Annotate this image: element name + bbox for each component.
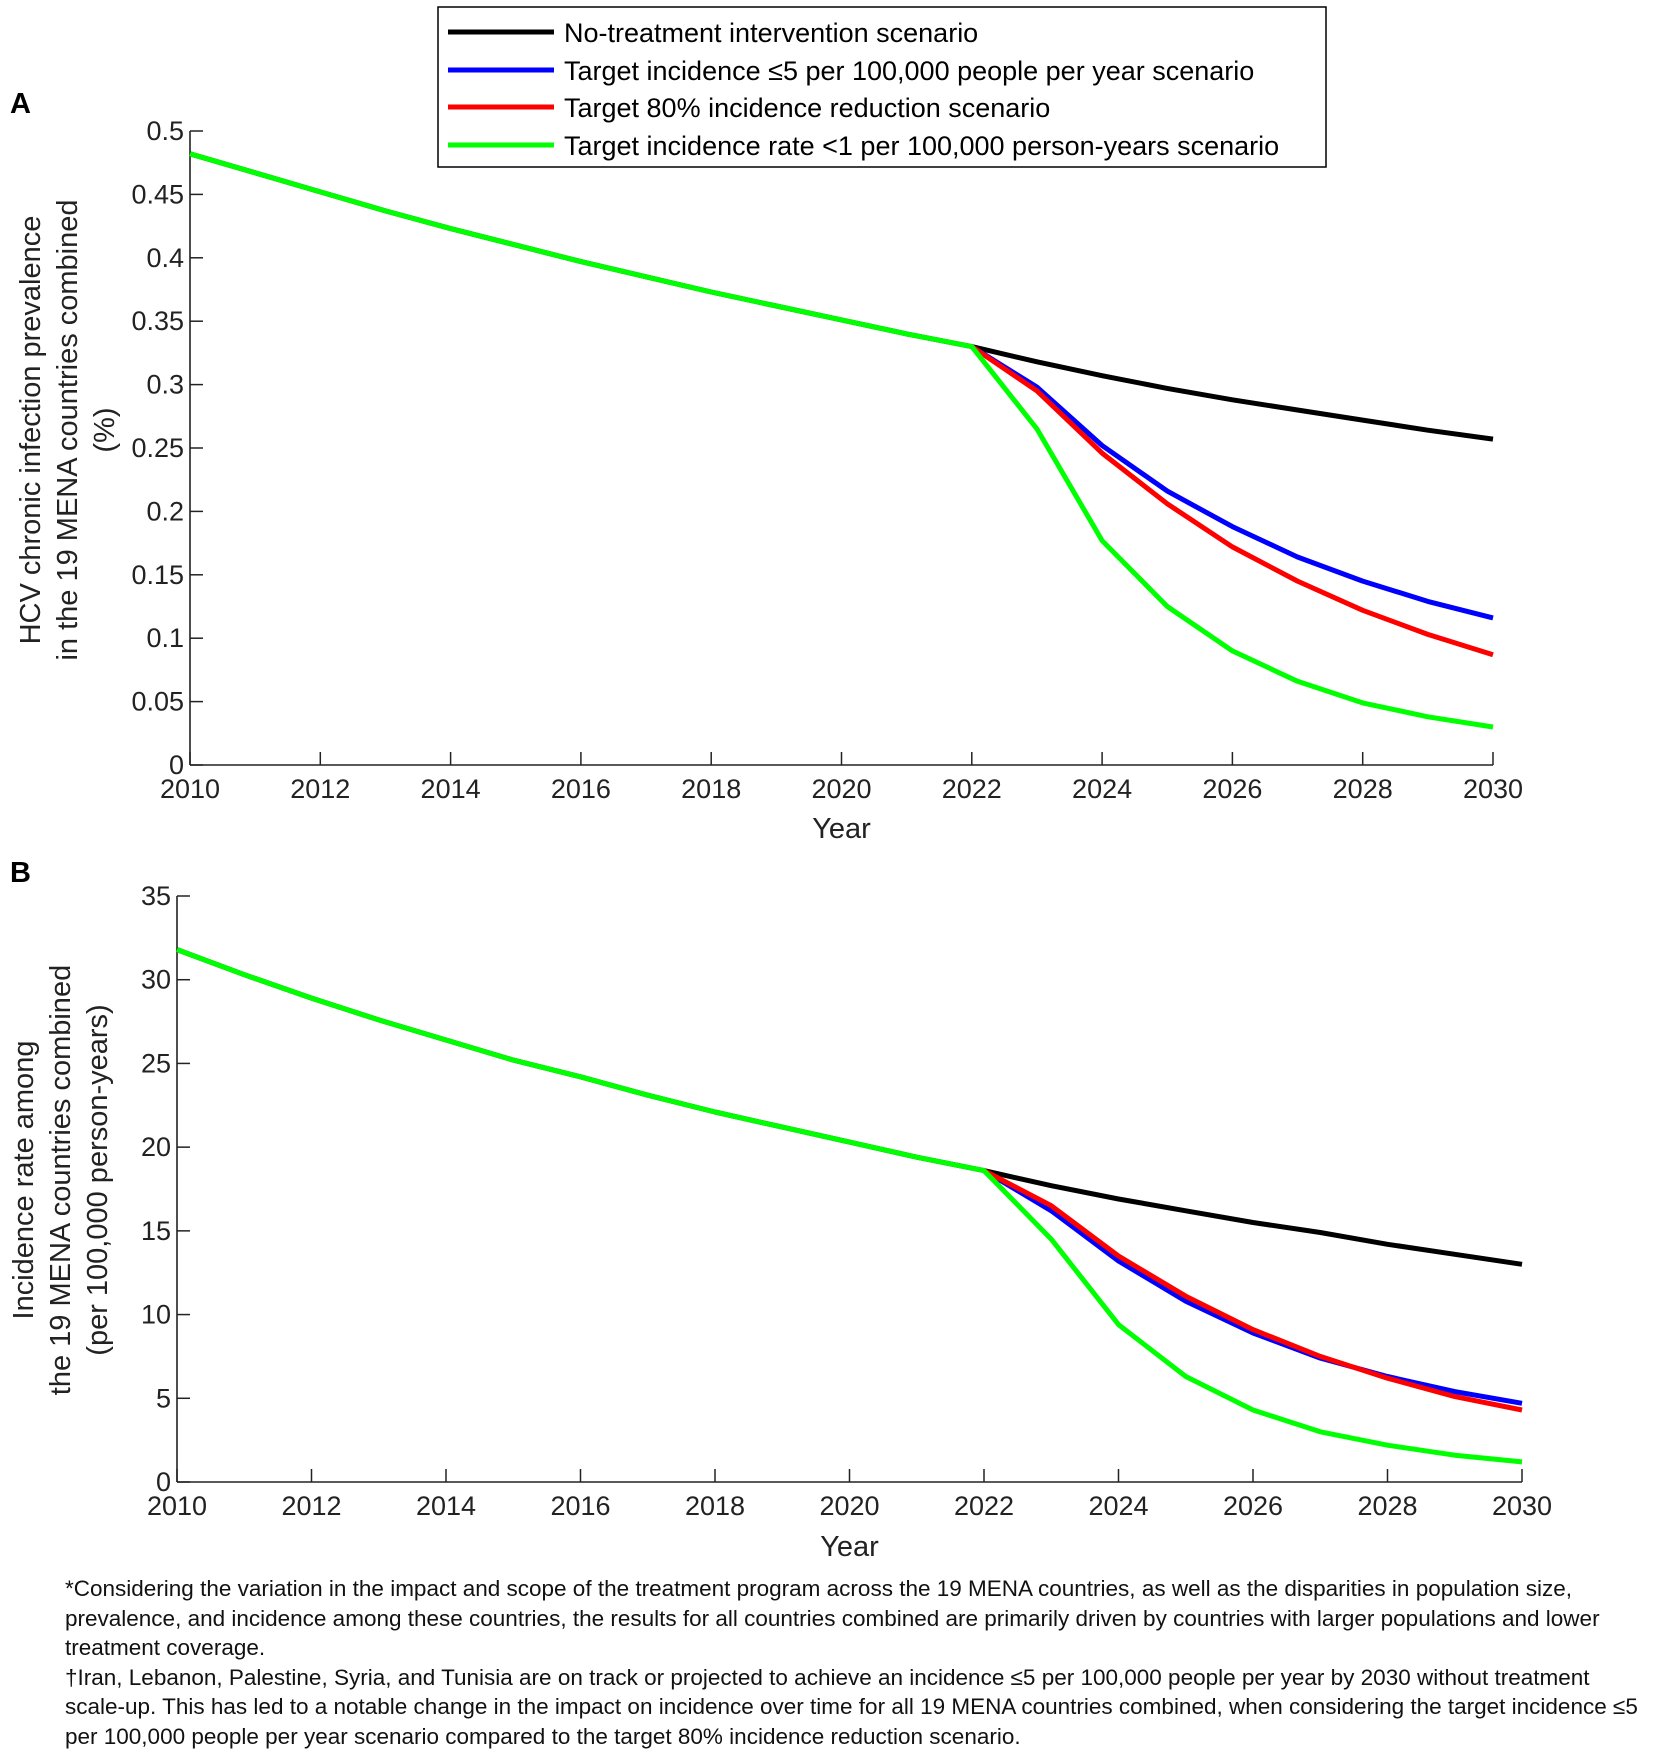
legend-label-target-1: Target incidence rate <1 per 100,000 per… (564, 131, 1279, 161)
series-line-a-target-80-incidence-reduction-scenario (970, 344, 1494, 658)
legend-label-no-treatment: No-treatment intervention scenario (564, 18, 978, 48)
y-tick-label-b-5: 5 (156, 1383, 171, 1413)
y-tick-label-b-30: 30 (141, 965, 171, 995)
x-tick-label-a-2014: 2014 (421, 774, 481, 804)
x-tick-label-a-2012: 2012 (290, 774, 350, 804)
y-tick-label-a-0-45: 0.45 (131, 179, 184, 209)
x-tick-label-a-2016: 2016 (551, 774, 611, 804)
y-tick-label-a-0-5: 0.5 (146, 116, 184, 146)
y-tick-label-b-20: 20 (141, 1132, 171, 1162)
y-tick-label-a-0-3: 0.3 (146, 370, 184, 400)
y-tick-label-a-0-4: 0.4 (146, 243, 184, 273)
x-tick-label-a-2022: 2022 (942, 774, 1002, 804)
series-line-a-target-incidence-5-per-100-000-people-per-year-scenario (970, 344, 1494, 621)
legend-label-target-5: Target incidence ≤5 per 100,000 people p… (564, 56, 1254, 86)
footnote-dagger: †Iran, Lebanon, Palestine, Syria, and Tu… (65, 1664, 1638, 1749)
legend: No-treatment intervention scenario Targe… (437, 6, 1327, 168)
y-tick-label-b-35: 35 (141, 881, 171, 911)
x-tick-label-b-2026: 2026 (1223, 1491, 1283, 1521)
x-tick-label-b-2012: 2012 (281, 1491, 341, 1521)
y-tick-label-a-0-25: 0.25 (131, 433, 184, 463)
series-line-b-target-incidence-5-per-100-000-people-per-year-scenario (982, 1168, 1523, 1406)
x-tick-label-b-2018: 2018 (685, 1491, 745, 1521)
y-axis-title-b-line-3: (per 100,000 person-years) (82, 1004, 114, 1355)
x-tick-label-b-2020: 2020 (819, 1491, 879, 1521)
y-tick-label-a-0-35: 0.35 (131, 306, 184, 336)
x-tick-label-a-2028: 2028 (1333, 774, 1393, 804)
x-tick-label-b-2014: 2014 (416, 1491, 476, 1521)
y-axis-title-b-line-1: Incidence rate among (8, 1041, 40, 1320)
panel-label-b: B (10, 857, 31, 889)
y-tick-label-a-0: 0 (169, 750, 184, 780)
panel-label-a: A (10, 88, 31, 120)
y-axis-title-a-line-3: (%) (89, 407, 121, 452)
x-tick-label-b-2028: 2028 (1357, 1491, 1417, 1521)
series-line-b-no-treatment-intervention-scenario (176, 947, 1523, 1267)
x-tick-label-a-2030: 2030 (1463, 774, 1523, 804)
x-axis-title-b: Year (820, 1531, 879, 1563)
series-line-b-target-incidence-rate-1-per-100-000-person-years-scenario (176, 947, 1523, 1465)
panel-a-chart: A 2010 2012 2014 2016 2018 2020 2022 2024 2026 202… (10, 88, 1523, 845)
series-line-b-target-80-incidence-reduction-scenario (982, 1168, 1523, 1413)
footnote-asterisk: *Considering the variation in the impact… (65, 1576, 1600, 1660)
x-tick-label-a-2020: 2020 (811, 774, 871, 804)
x-tick-label-b-2016: 2016 (550, 1491, 610, 1521)
y-axis-title-b-line-2: the 19 MENA countries combined (45, 965, 77, 1395)
x-tick-label-a-2010: 2010 (160, 774, 220, 804)
y-axis-title-a-line-2: in the 19 MENA countries combined (52, 199, 84, 660)
y-tick-label-b-15: 15 (141, 1216, 171, 1246)
legend-box (437, 6, 1327, 168)
y-tick-label-a-0-1: 0.1 (146, 623, 184, 653)
series-line-a-no-treatment-intervention-scenario (189, 151, 1494, 442)
y-tick-label-a-0-2: 0.2 (146, 496, 184, 526)
x-tick-label-b-2024: 2024 (1088, 1491, 1148, 1521)
legend-label-target-80: Target 80% incidence reduction scenario (564, 93, 1050, 123)
x-tick-label-a-2024: 2024 (1072, 774, 1132, 804)
x-axis-title-a: Year (812, 813, 871, 845)
y-tick-label-b-0: 0 (156, 1467, 171, 1497)
footnotes: *Considering the variation in the impact… (65, 1574, 1650, 1751)
x-tick-label-b-2010: 2010 (147, 1491, 207, 1521)
y-tick-label-a-0-15: 0.15 (131, 560, 184, 590)
y-tick-label-a-0-05: 0.05 (131, 687, 184, 717)
series-line-a-target-incidence-rate-1-per-100-000-person-years-scenario (189, 151, 1494, 730)
y-tick-label-b-10: 10 (141, 1300, 171, 1330)
x-tick-label-b-2022: 2022 (954, 1491, 1014, 1521)
y-axis-title-a-line-1: HCV chronic infection prevalence (15, 216, 47, 645)
y-tick-label-b-25: 25 (141, 1048, 171, 1078)
x-tick-label-a-2018: 2018 (681, 774, 741, 804)
x-tick-label-a-2026: 2026 (1202, 774, 1262, 804)
x-tick-label-b-2030: 2030 (1492, 1491, 1552, 1521)
